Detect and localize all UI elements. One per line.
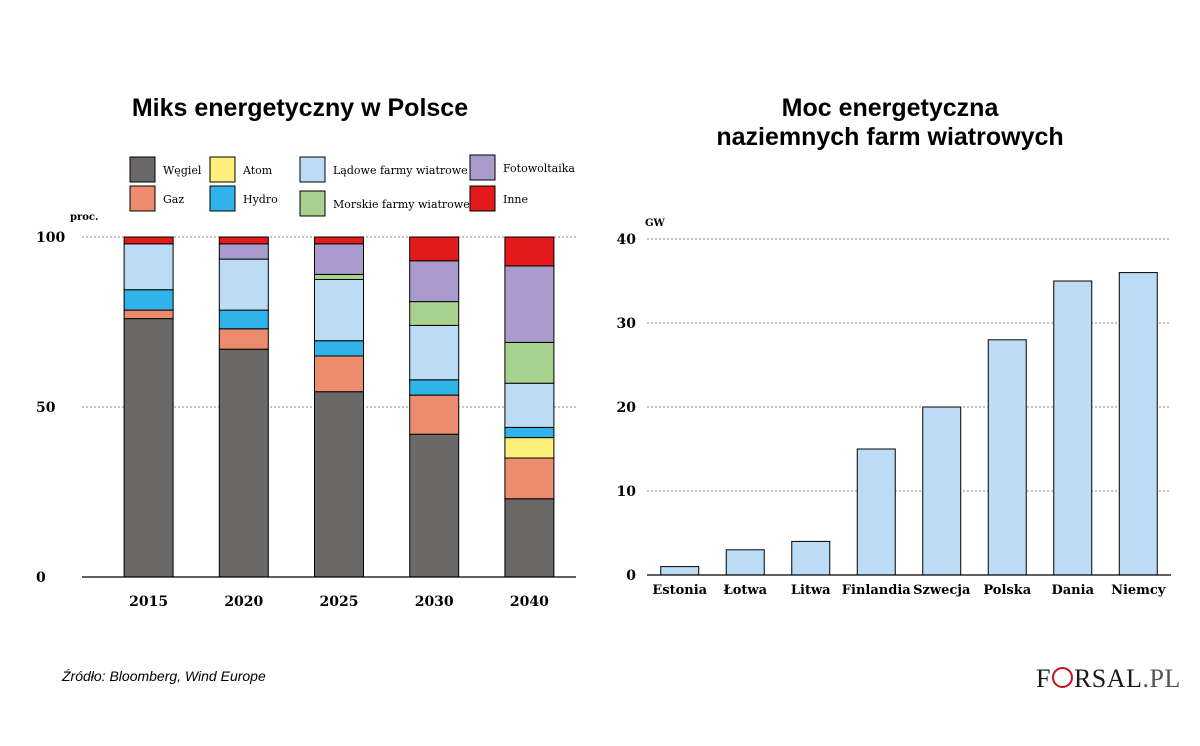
legend-label: Węgiel — [163, 164, 202, 177]
bar-segment — [409, 260, 460, 303]
source-note: Źródło: Bloomberg, Wind Europe — [62, 668, 266, 684]
left-chart-title: Miks energetyczny w Polsce — [131, 94, 469, 122]
legend-swatch — [129, 156, 156, 183]
legend-label: Inne — [503, 193, 528, 206]
bar-segment — [314, 243, 364, 275]
x-tick-label: Łotwa — [723, 583, 767, 598]
legend-label: Lądowe farmy wiatrowe — [333, 164, 468, 177]
legend-swatch — [299, 156, 326, 183]
bar-segment — [314, 236, 364, 245]
energy-mix-chart: Węgiel Gaz Atom Hydro Lądowe farmy wiatrowe M… — [36, 154, 576, 610]
y-tick-label: 30 — [617, 316, 637, 332]
y-tick-label: 50 — [36, 400, 56, 416]
x-tick-label: Szwecja — [913, 583, 971, 598]
bar-segment — [504, 341, 555, 384]
x-tick-label: 2040 — [510, 594, 549, 610]
bar — [1118, 272, 1158, 576]
bar-segment — [123, 236, 174, 245]
bar-segment — [218, 258, 269, 311]
legend-swatch — [469, 154, 496, 181]
x-tick-label: Dania — [1051, 583, 1094, 598]
x-tick-label: 2025 — [320, 594, 359, 610]
legend-label: Hydro — [243, 193, 278, 206]
legend-swatch — [129, 185, 156, 212]
y-tick-label: 0 — [36, 570, 46, 586]
bar-segment — [218, 348, 269, 578]
bar-segment — [409, 379, 460, 396]
y-tick-label: 10 — [617, 484, 637, 500]
wind-capacity-chart: GW 0 10 20 30 40 Estonia Łotwa Litwa Finlandia Szw… — [617, 218, 1171, 598]
y-tick-label: 40 — [617, 232, 637, 248]
bar-segment — [123, 309, 174, 320]
forsal-logo: F RSAL.PL — [1036, 664, 1181, 693]
bar-segment — [218, 236, 269, 245]
bar-segment — [314, 279, 364, 342]
bar — [856, 448, 896, 576]
x-tick-label: 2030 — [415, 594, 454, 610]
right-chart-title: Moc energetyczna naziemnych farm wiatrowy… — [716, 94, 1064, 151]
y-axis-label: GW — [645, 218, 666, 229]
bar-segment — [218, 243, 269, 260]
y-tick-label: 0 — [626, 568, 636, 584]
bar-segment — [504, 457, 555, 500]
bar-segment — [504, 498, 555, 578]
legend-label: Fotowoltaika — [503, 162, 575, 175]
legend-label: Atom — [242, 164, 273, 177]
bar-segment — [409, 236, 460, 262]
legend-label: Morskie farmy wiatrowe — [333, 198, 470, 211]
x-tick-label: Niemcy — [1111, 583, 1166, 598]
bar — [791, 540, 831, 576]
bar — [987, 339, 1027, 576]
bar-segment — [504, 382, 555, 428]
bar-segment — [314, 273, 364, 280]
legend-label: Gaz — [163, 193, 184, 206]
logo-o-icon — [1051, 667, 1073, 688]
x-tick-label: Litwa — [791, 583, 831, 598]
bar-segment — [218, 328, 269, 350]
bar-segment — [123, 289, 174, 311]
bar-segment — [409, 433, 460, 578]
bar-segment — [314, 391, 364, 578]
bar — [725, 549, 765, 576]
bar-segment — [314, 355, 364, 393]
bar-segment — [504, 265, 555, 343]
bar-segment — [409, 394, 460, 435]
legend-swatch — [209, 185, 236, 212]
bar-segment — [123, 318, 174, 578]
bar-segment — [409, 324, 460, 381]
bar — [922, 406, 962, 576]
bar-segment — [504, 426, 555, 439]
legend-swatch — [469, 185, 496, 212]
bar-segment — [504, 437, 555, 459]
x-tick-label: Polska — [983, 583, 1031, 598]
y-tick-label: 20 — [617, 400, 637, 416]
x-tick-label: Estonia — [652, 583, 707, 598]
y-axis-label: proc. — [70, 212, 99, 223]
bar-segment — [409, 301, 460, 326]
bar-segment — [504, 236, 555, 267]
legend-swatch — [209, 156, 236, 183]
x-tick-label: 2015 — [129, 594, 168, 610]
bar-segment — [123, 243, 174, 291]
bar-segment — [314, 340, 364, 357]
x-tick-label: Finlandia — [842, 583, 911, 598]
x-tick-label: 2020 — [224, 594, 263, 610]
bar — [660, 566, 700, 576]
y-tick-label: 100 — [36, 230, 65, 246]
legend-swatch — [299, 190, 326, 217]
bar-segment — [218, 309, 269, 330]
bar — [1053, 280, 1093, 576]
